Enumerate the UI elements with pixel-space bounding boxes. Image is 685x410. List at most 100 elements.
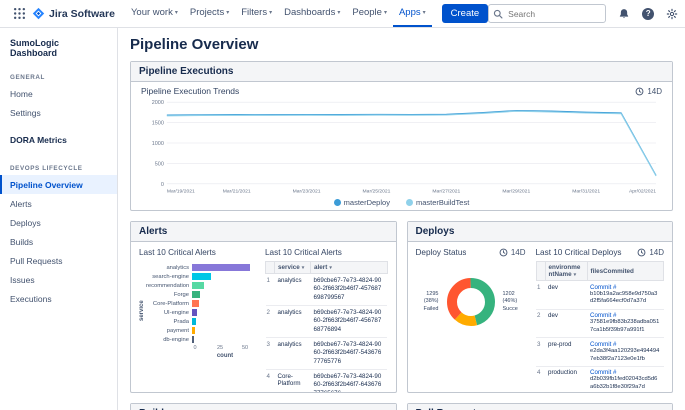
panel-title-deploys: Deploys (407, 222, 672, 242)
bar-row-db-engine: db-engine (146, 335, 255, 344)
svg-text:1000: 1000 (152, 141, 164, 147)
bar-axis-tick: 25 (216, 345, 224, 351)
svg-text:Mar/27/2021: Mar/27/2021 (432, 189, 460, 195)
jira-logo[interactable]: Jira Software (32, 7, 115, 20)
help-icon[interactable]: ? (642, 7, 655, 20)
chevron-down-icon: ▾ (269, 10, 273, 16)
nav-item-people[interactable]: People ▾ (346, 0, 393, 27)
clock-icon (499, 248, 508, 257)
primary-nav: Your work ▾ Projects ▾ Filters ▾ Dashboards ▾ Pe… (125, 0, 432, 27)
time-range-label: 14D (647, 86, 662, 96)
bar-ui-engine (192, 309, 198, 316)
app-switcher-icon[interactable] (10, 5, 28, 23)
bar-category-label: payment (166, 327, 189, 334)
search-icon (494, 9, 503, 19)
panel-row-bottom: Builds Pull Requests (130, 403, 673, 410)
alerts-chart-title: Last 10 Critical Alerts (139, 248, 216, 257)
nav-item-dashboards[interactable]: Dashboards ▾ (278, 0, 346, 27)
nav-item-projects[interactable]: Projects ▾ (184, 0, 235, 27)
row-index: 2 (265, 305, 275, 339)
alert-cell: b69cbe67-7e73-4824-9060-2f663f2b46f7-543… (310, 337, 387, 371)
time-range-selector[interactable]: 14D (635, 87, 662, 96)
settings-icon[interactable] (663, 5, 681, 23)
alert-cell: b69cbe67-7e73-4824-9060-2f663f2b46f7-643… (310, 369, 387, 392)
alert-cell: b69cbe67-7e73-4824-9060-2f663f2b46f7-456… (310, 305, 387, 339)
sort-icon: ▾ (329, 265, 332, 271)
service-cell: Core-Platform (274, 369, 311, 392)
sidebar-item-builds[interactable]: Builds (10, 236, 34, 247)
deploy-status-range-label: 14D (510, 248, 526, 257)
sidebar-item-issues[interactable]: Issues (10, 274, 35, 285)
row-index: 3 (536, 337, 545, 367)
panel-title-pull-requests: Pull Requests (407, 404, 672, 410)
bar-chart-ylabel: service (139, 300, 145, 322)
bar-category-label: recommendation (146, 282, 190, 289)
legend-dot (333, 199, 341, 206)
sidebar-item-deploys[interactable]: Deploys (10, 217, 41, 228)
deploys-table-range-selector[interactable]: 14D (637, 248, 664, 257)
deploy-table-row: 4 production Commit # d2b039fb1fed02043cd5d… (536, 366, 664, 392)
sidebar-item-home[interactable]: Home (10, 88, 33, 99)
bar-row-payment: payment (146, 326, 255, 335)
commit-link[interactable]: Commit # (590, 369, 617, 377)
deploy-status-range-selector[interactable]: 14D (499, 248, 526, 257)
row-index: 2 (536, 309, 545, 339)
nav-item-filters[interactable]: Filters ▾ (235, 0, 278, 27)
deploys-table: environmentName ▾ filesCommited 1 dev Commi… (535, 261, 665, 392)
svg-text:1500: 1500 (152, 121, 164, 127)
page-title: Pipeline Overview (130, 36, 259, 53)
commit-link[interactable]: Commit # (590, 283, 617, 291)
panel-alerts: Alerts Last 10 Critical Alerts service a… (130, 221, 397, 393)
line-chart-title: Pipeline Execution Trends (141, 86, 240, 96)
commit-link[interactable]: Commit # (590, 312, 617, 320)
panel-row-middle: Alerts Last 10 Critical Alerts service a… (130, 221, 673, 393)
search-box[interactable] (488, 4, 607, 23)
sidebar-item-alerts[interactable]: Alerts (10, 198, 32, 209)
nav-item-apps[interactable]: Apps ▾ (392, 0, 432, 27)
deploy-status-title: Deploy Status (415, 248, 467, 257)
sidebar-item-pull-requests[interactable]: Pull Requests (10, 255, 63, 266)
bar-chart-xlabel: count (216, 353, 234, 359)
sidebar-item-settings[interactable]: Settings (10, 107, 41, 118)
column-header-index (535, 261, 546, 281)
column-header-filescommited[interactable]: filesCommited (586, 261, 664, 281)
clock-icon (637, 248, 646, 257)
nav-item-your-work[interactable]: Your work ▾ (125, 0, 184, 27)
commit-link[interactable]: Commit # (590, 340, 617, 348)
sidebar-item-dora-metrics[interactable]: DORA Metrics (10, 134, 67, 145)
legend-label: masterBuildTest (415, 198, 470, 207)
chevron-down-icon: ▾ (174, 10, 178, 16)
create-button[interactable]: Create (441, 4, 489, 23)
search-input[interactable] (488, 4, 607, 23)
donut-callout-succeeded: 1202 (46%) Succe (502, 290, 518, 312)
sidebar-item-executions[interactable]: Executions (10, 293, 52, 304)
svg-text:500: 500 (155, 161, 164, 167)
svg-text:Mar/31/2021: Mar/31/2021 (572, 189, 600, 195)
sidebar-title: SumoLogic Dashboard (10, 38, 59, 58)
sidebar-section: DORA Metrics (0, 130, 117, 149)
column-header-service[interactable]: service ▾ (274, 261, 311, 274)
main-row: SumoLogic Dashboard GENERAL Home Settings D… (0, 28, 685, 410)
panel-title-builds: Builds (131, 404, 396, 410)
alerts-table-header-row: service ▾ alert ▾ (265, 261, 388, 274)
bar-prada (192, 318, 197, 325)
top-nav-right: ? AB (488, 4, 685, 23)
sidebar-section: GENERAL Home Settings (0, 66, 117, 122)
sort-icon: ▾ (573, 272, 577, 278)
chevron-down-icon: ▾ (383, 10, 387, 16)
sidebar: SumoLogic Dashboard GENERAL Home Settings D… (0, 28, 118, 410)
chevron-down-icon: ▾ (226, 10, 230, 16)
column-header-alert[interactable]: alert ▾ (310, 261, 388, 274)
sidebar-item-pipeline-overview[interactable]: Pipeline Overview (0, 175, 117, 194)
deploy-table-row: 2 dev Commit #37581e9fb83b238adba0517ca1b5… (536, 309, 664, 339)
legend-item-masterbuildtest[interactable]: masterBuildTest (405, 198, 470, 207)
svg-text:Apr/02/2021: Apr/02/2021 (629, 189, 656, 195)
column-header-environment[interactable]: environmentName ▾ (544, 261, 588, 281)
bar-row-core-platform: Core-Platform (146, 299, 255, 308)
legend-item-masterdeploy[interactable]: masterDeploy (333, 198, 390, 207)
notifications-icon[interactable] (615, 5, 633, 23)
bar-category-label: UI-engine (163, 309, 189, 316)
chevron-down-icon: ▾ (422, 10, 426, 16)
commit-hash: 37581e9fb83b238adba0517ca1b5f39b97a991f1 (590, 319, 660, 333)
donut-callout-failed: 1295 (38%) Failed (423, 290, 439, 312)
